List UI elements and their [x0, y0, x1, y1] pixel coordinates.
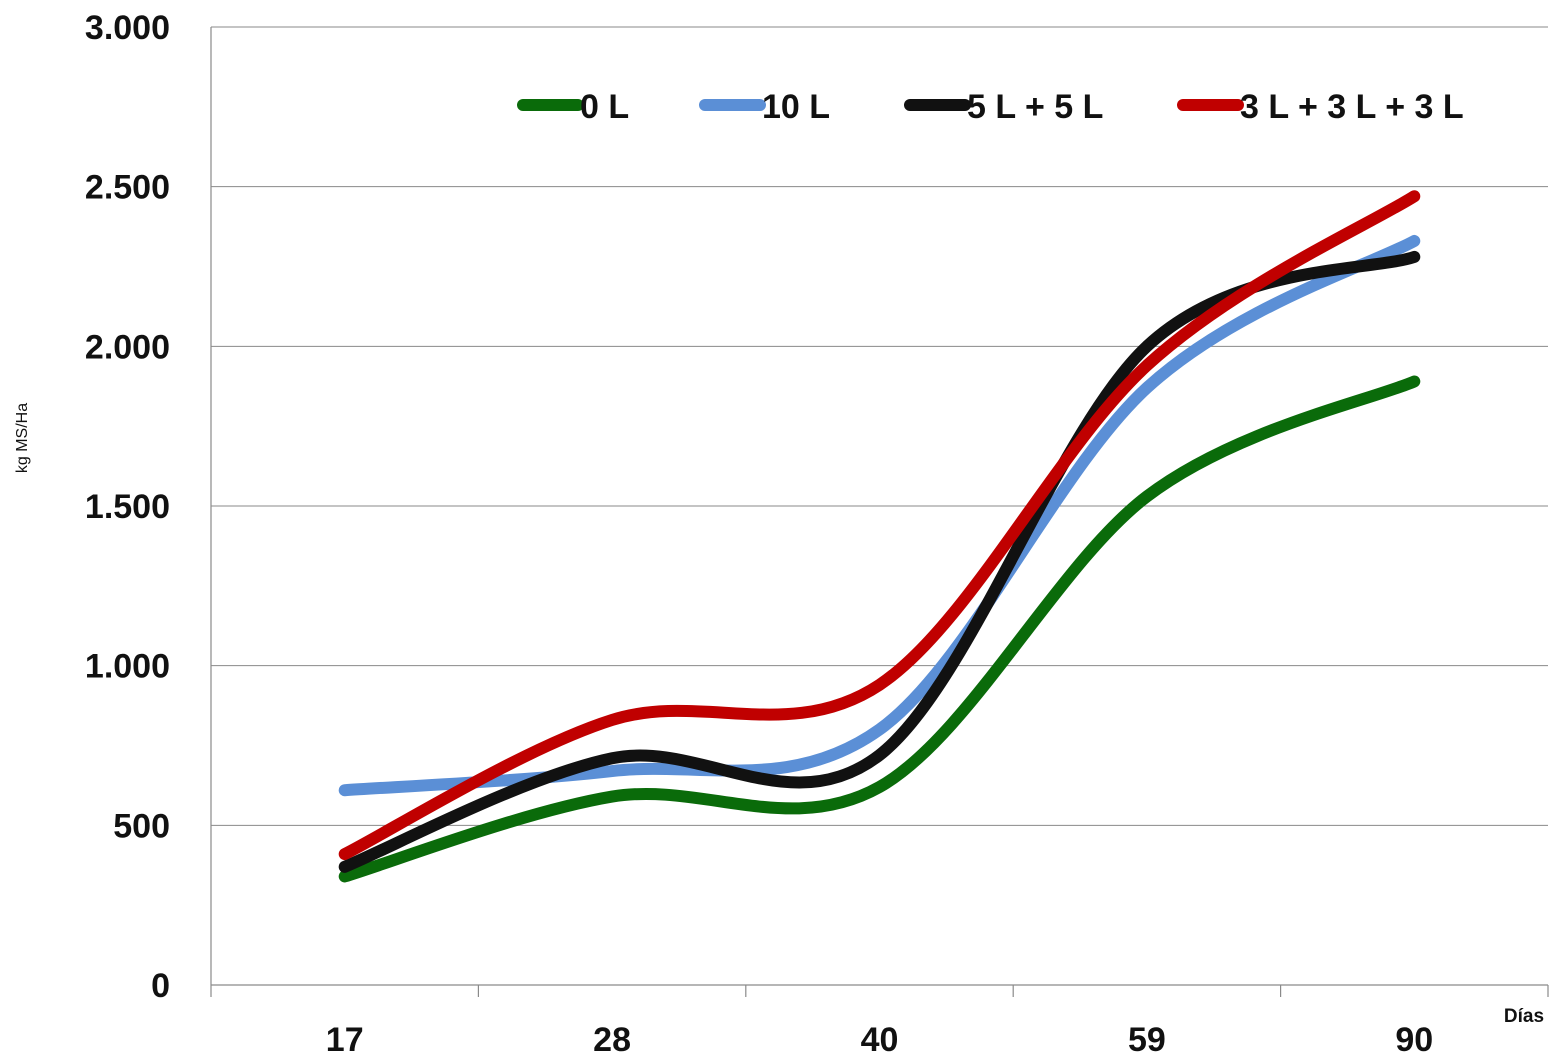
legend-label: 0 L — [580, 88, 629, 126]
x-tick-labels: 17 28 40 59 90 — [326, 1021, 1433, 1056]
legend-label: 10 L — [762, 88, 830, 126]
axes — [210, 27, 1549, 997]
series-line-2 — [338, 250, 1421, 873]
x-tick-label: 17 — [326, 1021, 364, 1056]
legend-item: 0 L — [517, 88, 629, 126]
y-tick-label: 3.000 — [85, 9, 170, 47]
legend-item: 3 L + 3 L + 3 L — [1177, 88, 1464, 126]
legend-item: 10 L — [699, 88, 830, 126]
gridlines — [211, 26, 1548, 826]
series-line-1 — [338, 234, 1421, 797]
legend: 0 L 10 L 5 L + 5 L 3 L + 3 L + 3 L — [517, 88, 1464, 126]
legend-item: 5 L + 5 L — [904, 88, 1103, 126]
series-lines — [338, 190, 1421, 883]
y-tick-label: 0 — [151, 967, 170, 1005]
x-tick-label: 59 — [1128, 1021, 1166, 1056]
series-line-0 — [338, 375, 1421, 883]
y-tick-label: 2.000 — [85, 328, 170, 366]
x-tick-label: 40 — [861, 1021, 899, 1056]
y-tick-label: 500 — [113, 807, 170, 845]
x-axis-label: Días — [1504, 1006, 1544, 1027]
y-axis-label: kg MS/Ha — [14, 403, 31, 473]
y-tick-label: 1.500 — [85, 488, 170, 526]
x-tick-label: 90 — [1395, 1021, 1433, 1056]
y-tick-labels: 0 500 1.000 1.500 2.000 2.500 3.000 — [85, 9, 170, 1005]
y-tick-label: 2.500 — [85, 169, 170, 207]
y-tick-label: 1.000 — [85, 648, 170, 686]
legend-label: 3 L + 3 L + 3 L — [1240, 88, 1464, 126]
series-line-3 — [338, 190, 1421, 861]
legend-label: 5 L + 5 L — [967, 88, 1103, 126]
x-tick-label: 28 — [593, 1021, 631, 1056]
